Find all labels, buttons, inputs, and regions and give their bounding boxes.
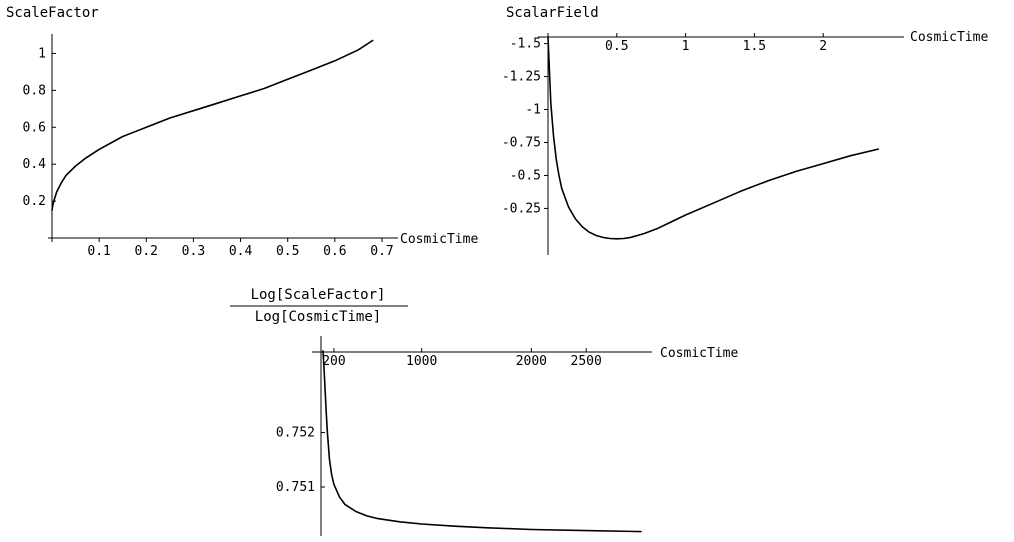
log-ratio-y-tick-label: 0.752 [276, 426, 315, 441]
log-ratio-y-ticks: 0.751 0.752 [276, 426, 325, 495]
scalarfield-x-tick-label: 0.5 [605, 39, 628, 54]
log-ratio-x-tick-label: 2500 [571, 354, 602, 369]
log-ratio-curve [322, 350, 642, 533]
scalefactor-y-tick-label: 0.2 [23, 194, 46, 209]
scalarfield-plot-title: ScalarField [506, 5, 599, 21]
log-ratio-x-axis-label: CosmicTime [660, 346, 738, 361]
log-ratio-title-numerator: Log[ScaleFactor] [251, 287, 386, 303]
scalefactor-x-axis-label: CosmicTime [400, 232, 478, 247]
log-ratio-x-tick-label: 200 [322, 354, 345, 369]
scalarfield-x-axis-label: CosmicTime [910, 30, 988, 45]
scalefactor-x-tick-label: 0.2 [135, 244, 158, 259]
log-ratio-y-tick-label: 0.751 [276, 480, 315, 495]
scalefactor-x-tick-label: 0.7 [370, 244, 393, 259]
scalarfield-x-tick-label: 2 [819, 39, 827, 54]
scalefactor-y-tick-label: 1 [38, 46, 46, 61]
scalarfield-x-tick-label: 1.5 [743, 39, 766, 54]
log-ratio-plot: Log[ScaleFactor] Log[CosmicTime] 200 1000… [230, 287, 738, 536]
scalarfield-y-tick-label: -0.5 [510, 168, 541, 183]
scalefactor-x-tick-label: 0.4 [229, 244, 253, 259]
scalarfield-x-tick-label: 1 [682, 39, 690, 54]
scalefactor-y-ticks: 0.2 0.4 0.6 0.8 1 [23, 46, 56, 209]
log-ratio-x-tick-label: 1000 [406, 354, 437, 369]
scalefactor-x-tick-label: 0.3 [182, 244, 205, 259]
scalefactor-y-tick-label: 0.8 [23, 83, 46, 98]
scalarfield-y-tick-label: -0.75 [502, 136, 541, 151]
scalarfield-y-tick-label: -1.25 [502, 70, 541, 85]
scalefactor-x-tick-label: 0.6 [323, 244, 346, 259]
scalefactor-curve [51, 39, 374, 212]
scalarfield-y-tick-label: -1.5 [510, 37, 541, 52]
log-ratio-x-tick-label: 2000 [516, 354, 547, 369]
log-ratio-title-denominator: Log[CosmicTime] [255, 309, 381, 325]
scalarfield-curve [547, 36, 879, 240]
scalefactor-y-tick-label: 0.4 [23, 157, 47, 172]
scalarfield-x-ticks: 0.5 1 1.5 2 [605, 33, 827, 54]
scalefactor-plot-title: ScaleFactor [6, 5, 99, 21]
scalefactor-x-tick-label: 0.5 [276, 244, 299, 259]
log-ratio-x-ticks: 200 1000 2000 2500 [322, 348, 602, 369]
scalarfield-y-ticks: -0.25 -0.5 -0.75 -1 -1.25 -1.5 [502, 37, 548, 216]
scalefactor-y-tick-label: 0.6 [23, 120, 46, 135]
scalarfield-y-tick-label: -0.25 [502, 201, 541, 216]
scalefactor-x-ticks: 0.1 0.2 0.3 0.4 0.5 0.6 0.7 [87, 238, 394, 259]
scalefactor-x-tick-label: 0.1 [87, 244, 110, 259]
scalefactor-plot: ScaleFactor 0.1 0.2 0.3 0.4 0.5 0.6 0.7 0.2 0.4… [6, 5, 478, 259]
scalarfield-y-tick-label: -1 [525, 103, 541, 118]
scalarfield-plot: ScalarField 0.5 1 1.5 2 -0.25 -0.5 -0.75 -1 -1.… [502, 5, 988, 255]
